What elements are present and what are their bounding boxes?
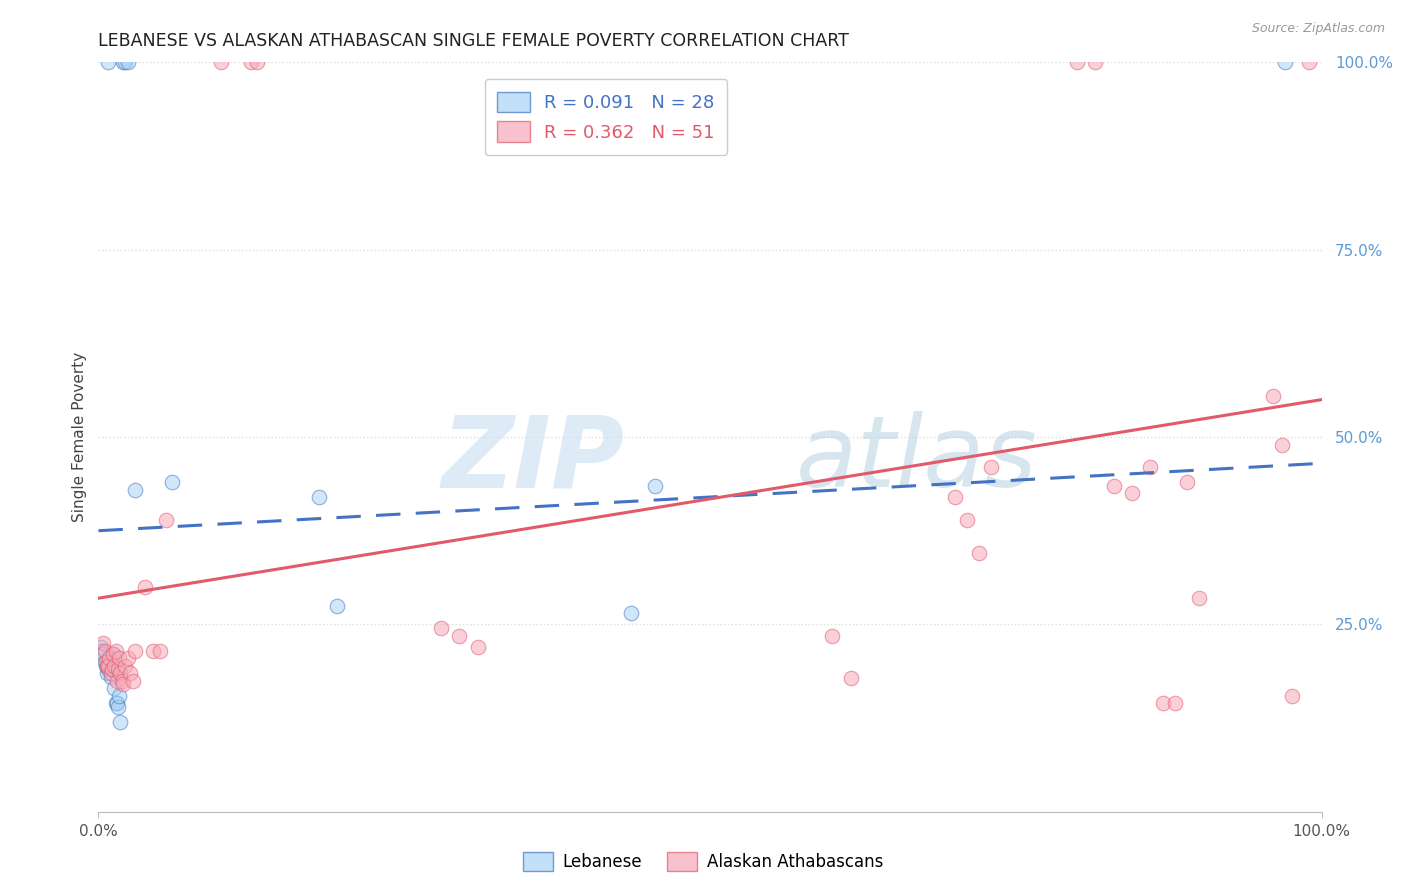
Point (124, 643, 146, 657)
Point (1084, 55, 1107, 70)
Point (98, 651, 121, 665)
Point (101, 662, 124, 676)
Point (111, 55, 134, 70)
Point (1175, 475, 1198, 489)
Point (97, 658, 120, 673)
Point (111, 673, 134, 688)
Point (101, 648, 124, 662)
Point (1281, 689, 1303, 703)
Point (142, 643, 165, 657)
Point (467, 640, 489, 654)
Point (103, 681, 125, 695)
Point (967, 546, 990, 560)
Point (449, 629, 471, 643)
Point (1066, 55, 1088, 70)
Point (104, 643, 127, 657)
Point (98, 658, 121, 673)
Point (117, 55, 139, 70)
Point (1164, 696, 1187, 710)
Point (105, 673, 128, 688)
Point (91, 648, 114, 662)
Point (108, 689, 131, 703)
Point (1102, 479, 1125, 493)
Point (114, 658, 136, 673)
Point (111, 677, 134, 691)
Point (1121, 486, 1143, 500)
Point (105, 696, 128, 710)
Point (160, 475, 183, 489)
Point (980, 460, 1002, 475)
Point (124, 483, 146, 497)
Point (326, 599, 349, 613)
Point (96, 666, 118, 681)
Point (134, 580, 156, 594)
Point (90, 640, 112, 654)
Point (100, 670, 122, 684)
Point (1261, 389, 1284, 403)
Point (91, 643, 114, 657)
Point (104, 696, 127, 710)
Text: Source: ZipAtlas.com: Source: ZipAtlas.com (1251, 22, 1385, 36)
Point (1271, 437, 1294, 451)
Point (101, 648, 124, 662)
Text: ZIP: ZIP (441, 411, 624, 508)
Point (1298, 55, 1320, 70)
Point (1188, 591, 1211, 606)
Point (114, 55, 136, 70)
Point (97, 55, 120, 70)
Point (94, 658, 117, 673)
Text: LEBANESE VS ALASKAN ATHABASCAN SINGLE FEMALE POVERTY CORRELATION CHART: LEBANESE VS ALASKAN ATHABASCAN SINGLE FE… (98, 32, 849, 50)
Legend: R = 0.091   N = 28, R = 0.362   N = 51: R = 0.091 N = 28, R = 0.362 N = 51 (485, 79, 727, 155)
Point (644, 479, 666, 493)
Point (821, 629, 844, 643)
Point (110, 714, 132, 729)
Point (103, 658, 125, 673)
Point (155, 512, 177, 526)
Point (117, 651, 139, 665)
Point (101, 662, 124, 676)
Point (120, 666, 142, 681)
Point (149, 643, 172, 657)
Point (97, 662, 120, 676)
Point (1274, 55, 1296, 70)
Point (110, 666, 132, 681)
Point (839, 671, 862, 685)
Point (430, 621, 453, 635)
Point (308, 490, 330, 504)
Point (100, 666, 122, 681)
Point (943, 490, 966, 504)
Point (91, 636, 114, 650)
Point (107, 662, 129, 676)
Point (1139, 460, 1161, 475)
Text: atlas: atlas (796, 411, 1038, 508)
Point (94, 655, 117, 669)
Point (93, 643, 115, 657)
Y-axis label: Single Female Poverty: Single Female Poverty (72, 352, 87, 522)
Point (93, 655, 115, 669)
Point (108, 651, 131, 665)
Point (619, 606, 641, 620)
Point (209, 55, 232, 70)
Point (956, 512, 979, 526)
Legend: Lebanese, Alaskan Athabascans: Lebanese, Alaskan Athabascans (515, 843, 891, 880)
Point (96, 658, 118, 673)
Point (240, 55, 263, 70)
Point (1152, 696, 1174, 710)
Point (246, 55, 269, 70)
Point (121, 673, 143, 688)
Point (107, 699, 129, 714)
